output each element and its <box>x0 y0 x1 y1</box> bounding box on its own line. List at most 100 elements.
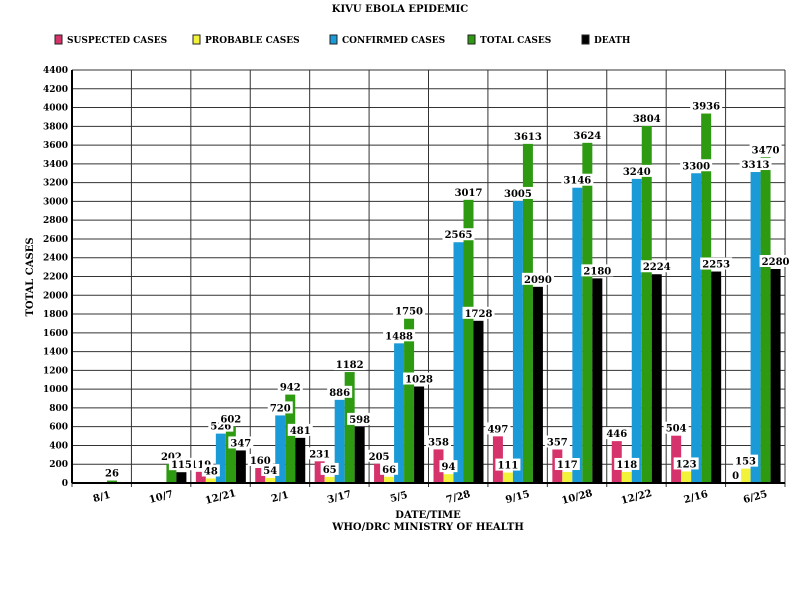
data-label: 205 <box>369 452 390 463</box>
data-label: 3613 <box>514 132 542 143</box>
data-label-bg <box>663 421 689 434</box>
data-label: 94 <box>442 462 456 473</box>
bar <box>285 394 296 483</box>
data-label: 1182 <box>336 360 364 371</box>
data-label-bg <box>393 304 426 317</box>
data-label-bg <box>347 412 373 425</box>
data-label-bg <box>228 436 254 449</box>
x-tick-label: 12/22 <box>620 488 653 507</box>
y-tick-label: 800 <box>49 404 68 414</box>
data-label-bg <box>571 128 604 141</box>
data-label: 598 <box>349 415 370 426</box>
data-label-bg <box>604 427 630 440</box>
bar <box>324 476 335 483</box>
data-label-bg <box>690 99 723 112</box>
data-label-bg <box>261 463 280 476</box>
x-tick-label: 7/28 <box>445 489 472 506</box>
y-tick-label: 3200 <box>43 179 68 189</box>
y-tick-label: 3400 <box>43 160 68 170</box>
data-label: 153 <box>735 457 756 468</box>
data-label-bg <box>218 412 244 425</box>
y-tick-label: 1200 <box>43 366 68 376</box>
data-label: 2280 <box>762 257 790 268</box>
bar <box>711 271 722 483</box>
bar <box>512 200 523 484</box>
bar <box>394 343 405 483</box>
y-tick-label: 1600 <box>43 329 68 339</box>
bar <box>225 426 236 483</box>
data-label-bg <box>630 111 663 124</box>
data-label: 3005 <box>504 189 532 200</box>
data-label-bg <box>511 129 544 142</box>
bar <box>195 471 206 483</box>
y-tick-label: 4200 <box>43 85 68 95</box>
bar <box>344 372 355 483</box>
legend-swatch <box>467 34 476 45</box>
data-label: 357 <box>547 437 568 448</box>
data-label: 720 <box>270 403 291 414</box>
data-label-bg <box>366 449 392 462</box>
data-label-bg <box>640 260 673 273</box>
bar <box>107 480 117 483</box>
data-label: 3624 <box>573 131 601 142</box>
data-label: 65 <box>323 465 337 476</box>
data-label: 54 <box>263 466 277 477</box>
bar <box>522 143 533 484</box>
data-label: 1028 <box>405 375 433 386</box>
data-label: 2090 <box>524 275 552 286</box>
data-label-bg <box>452 185 485 198</box>
y-tick-label: 400 <box>49 441 68 451</box>
data-label-bg <box>380 462 399 475</box>
data-label: 2253 <box>702 260 730 271</box>
bar <box>443 474 454 483</box>
y-tick-label: 1000 <box>43 385 68 395</box>
data-label-bg <box>544 435 570 448</box>
data-label-bg <box>267 401 293 414</box>
bar <box>592 278 603 483</box>
y-tick-label: 2200 <box>43 273 68 283</box>
x-tick-label: 9/15 <box>504 489 531 506</box>
y-tick-label: 1400 <box>43 348 68 358</box>
bar <box>463 199 474 483</box>
x-tick-label: 2/1 <box>270 490 290 505</box>
legend-label: SUSPECTED CASES <box>67 36 167 46</box>
bar <box>275 415 286 483</box>
bar <box>205 478 216 483</box>
data-label: 1488 <box>385 331 413 342</box>
grid <box>71 69 786 487</box>
data-label: 1750 <box>395 307 423 318</box>
data-label-bg <box>759 254 792 267</box>
data-label-bg <box>103 466 121 479</box>
bar <box>473 320 484 483</box>
source-note: WHO/DRC MINISTRY OF HEALTH <box>331 522 524 533</box>
bar <box>414 386 425 483</box>
data-label-bg <box>730 469 742 481</box>
bar <box>314 461 325 483</box>
data-label: 446 <box>606 429 627 440</box>
bar <box>641 125 652 484</box>
data-label-bg <box>521 272 554 285</box>
data-label-bg <box>614 457 640 470</box>
bar <box>384 476 395 483</box>
bar <box>502 472 513 483</box>
x-tick-label: 8/1 <box>92 490 112 505</box>
y-tick-label: 600 <box>49 423 68 433</box>
x-axis-label: DATE/TIME <box>395 510 461 521</box>
data-label-bg <box>277 380 303 393</box>
y-tick-label: 3800 <box>43 122 68 132</box>
data-label: 3146 <box>563 176 591 187</box>
data-labels: 119 160 231 205 358 497 357 446 504 0 48 54 65 66 94 11… <box>103 99 792 482</box>
y-tick-label: 2000 <box>43 291 68 301</box>
data-label: 358 <box>428 437 449 448</box>
data-label-bg <box>739 158 772 171</box>
data-label-bg <box>383 329 416 342</box>
y-tick-label: 4000 <box>43 104 68 114</box>
bar <box>404 318 415 483</box>
bar <box>295 437 306 483</box>
bar <box>166 464 177 483</box>
y-tick-label: 2600 <box>43 235 68 245</box>
x-tick-label: 12/21 <box>204 488 237 507</box>
data-label: 3300 <box>682 161 710 172</box>
bar <box>770 268 781 483</box>
